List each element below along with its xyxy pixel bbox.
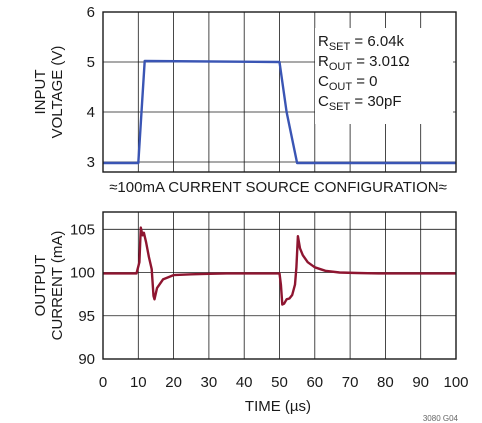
time-x-axis-label: TIME (µs) [245,398,311,415]
configuration-divider-label: ≈100mA CURRENT SOURCE CONFIGURATION≈ [109,179,447,196]
time-x-tick-label: 50 [271,374,288,391]
output-current-frame [102,211,457,360]
output-current-panel: 90 95 100 105 0 10 20 30 40 50 60 70 80 90 100 OUTPUT… [32,211,469,415]
time-x-tick-label: 80 [377,374,394,391]
input-voltage-y-ticks: 3 4 5 6 [87,4,95,171]
output-current-grid [103,212,456,359]
input-voltage-frame [102,11,457,173]
input-voltage-y-axis-label: INPUTVOLTAGE (V) [32,46,66,139]
input-voltage-y-tick-label: 3 [87,154,95,171]
time-x-tick-label: 30 [201,374,218,391]
time-x-tick-label: 70 [342,374,359,391]
time-x-tick-label: 100 [443,374,468,391]
output-current-y-tick-label: 90 [78,351,95,368]
output-current-y-label-text: OUTPUTCURRENT (mA) [32,231,66,341]
output-current-y-axis-label: OUTPUTCURRENT (mA) [32,231,66,341]
input-voltage-y-tick-label: 4 [87,104,95,121]
time-x-ticks: 0 10 20 30 40 50 60 70 80 90 100 [99,374,469,391]
output-current-series [103,226,456,306]
output-current-y-tick-label: 105 [70,221,95,238]
output-current-y-tick-label: 100 [70,265,95,282]
time-x-tick-label: 0 [99,374,107,391]
output-current-trace [103,226,456,306]
parameter-annotation-box [315,28,453,124]
time-x-tick-label: 20 [165,374,182,391]
figure-id: 3080 G04 [423,414,459,423]
input-voltage-y-tick-label: 5 [87,54,95,71]
time-x-tick-label: 40 [236,374,253,391]
time-x-tick-label: 90 [412,374,429,391]
input-voltage-y-label-text: INPUTVOLTAGE (V) [32,46,66,139]
input-voltage-y-tick-label: 6 [87,4,95,21]
input-voltage-panel: 3 4 5 6 INPUTVOLTAGE (V) RSET = 6.04k ROUT =… [32,4,457,173]
parameter-annotations: RSET = 6.04k ROUT = 3.01Ω COUT = 0 CSET = 3… [318,33,410,113]
time-x-tick-label: 10 [130,374,147,391]
output-current-y-ticks: 90 95 100 105 [70,221,95,368]
time-x-tick-label: 60 [306,374,323,391]
input-voltage-series [103,59,456,165]
output-current-y-tick-label: 95 [78,308,95,325]
input-voltage-trace [103,59,456,165]
